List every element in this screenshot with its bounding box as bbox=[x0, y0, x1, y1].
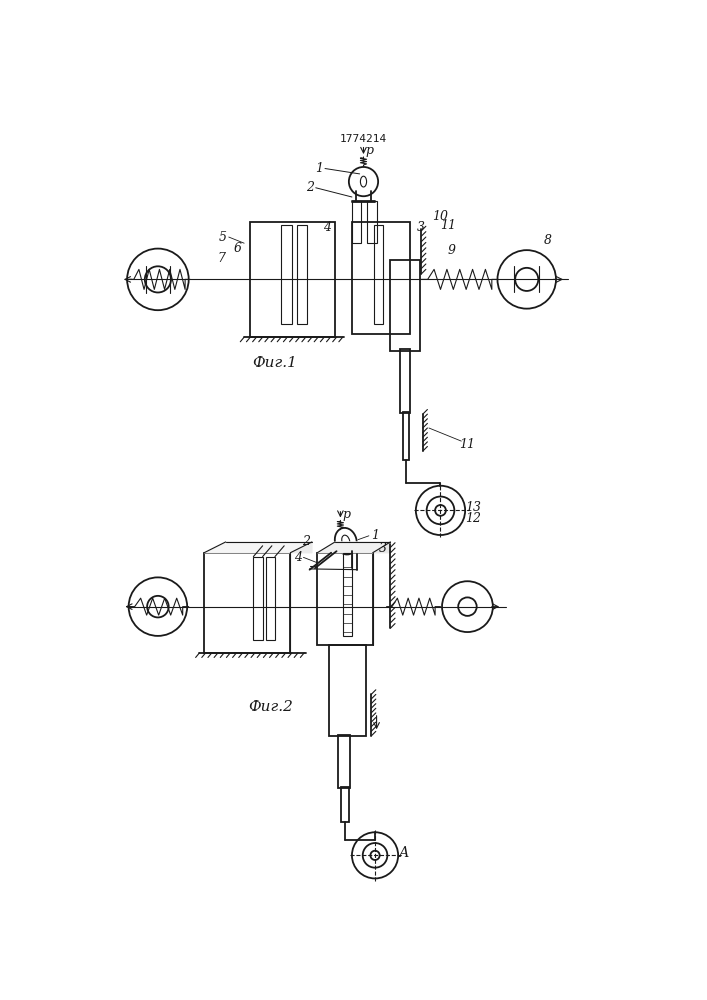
Polygon shape bbox=[373, 542, 390, 553]
Text: 7: 7 bbox=[217, 252, 225, 265]
Bar bbox=[368, 201, 377, 243]
Text: 9: 9 bbox=[448, 244, 456, 257]
Bar bbox=[296, 225, 308, 324]
Text: p: p bbox=[343, 508, 351, 521]
Text: 12: 12 bbox=[466, 512, 481, 525]
Text: p: p bbox=[366, 144, 374, 157]
Bar bbox=[373, 225, 382, 324]
Bar bbox=[329, 645, 366, 736]
Bar bbox=[266, 557, 275, 640]
Text: 6: 6 bbox=[234, 242, 242, 255]
Polygon shape bbox=[317, 542, 390, 553]
Text: 10: 10 bbox=[433, 210, 448, 223]
Bar bbox=[343, 553, 352, 636]
Bar bbox=[204, 553, 291, 653]
Text: 1: 1 bbox=[315, 162, 324, 175]
Text: 13: 13 bbox=[466, 501, 481, 514]
Text: Фиг.2: Фиг.2 bbox=[249, 700, 293, 714]
Text: 1: 1 bbox=[371, 529, 379, 542]
Text: 2: 2 bbox=[302, 535, 310, 548]
Bar bbox=[281, 225, 292, 324]
Text: 5: 5 bbox=[218, 231, 226, 244]
Bar bbox=[390, 260, 420, 351]
Text: 4: 4 bbox=[294, 551, 302, 564]
Text: Фиг.1: Фиг.1 bbox=[252, 356, 298, 370]
Bar bbox=[352, 201, 361, 243]
Bar bbox=[399, 349, 411, 413]
Bar bbox=[403, 412, 409, 460]
Polygon shape bbox=[291, 542, 312, 553]
Polygon shape bbox=[204, 542, 312, 553]
Text: 3: 3 bbox=[379, 542, 387, 555]
Text: 1774214: 1774214 bbox=[340, 134, 387, 144]
Text: А: А bbox=[399, 846, 409, 860]
Text: 11: 11 bbox=[460, 438, 475, 451]
Bar bbox=[317, 553, 373, 645]
Text: 8: 8 bbox=[544, 234, 552, 247]
Text: 2: 2 bbox=[305, 181, 314, 194]
Bar bbox=[352, 222, 409, 334]
Text: 3: 3 bbox=[417, 221, 425, 234]
Text: 4: 4 bbox=[323, 221, 332, 234]
Bar bbox=[341, 787, 349, 822]
Bar bbox=[338, 735, 351, 788]
Bar bbox=[253, 557, 262, 640]
Text: 11: 11 bbox=[440, 219, 456, 232]
Bar bbox=[250, 222, 335, 337]
